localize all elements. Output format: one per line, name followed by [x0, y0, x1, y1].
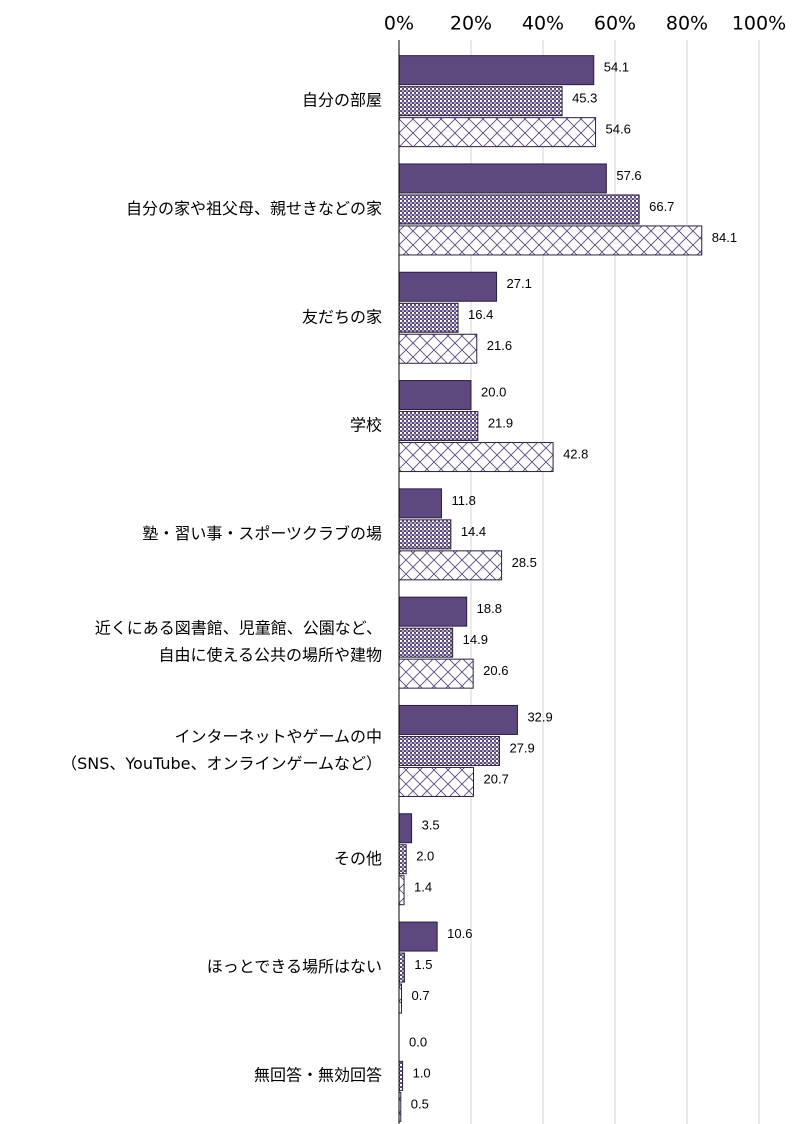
value-label: 66.7 [649, 199, 674, 214]
bar [398, 302, 459, 333]
value-label: 20.0 [481, 384, 506, 399]
value-label: 45.3 [572, 91, 597, 106]
category-label: 自由に使える公共の場所や建物 [158, 646, 382, 665]
bar [398, 596, 468, 627]
bar [398, 921, 438, 952]
category-label: 自分の家や祖父母、親せきなどの家 [126, 199, 382, 218]
bar [398, 117, 597, 148]
category-label: 自分の部屋 [302, 91, 382, 110]
bar [398, 735, 500, 766]
value-label: 14.9 [463, 632, 488, 647]
value-label: 21.6 [487, 338, 512, 353]
value-label: 54.1 [604, 60, 629, 75]
bar [398, 488, 442, 519]
category-label: 塾・習い事・スポーツクラブの場 [142, 524, 382, 543]
category-label: 無回答・無効回答 [254, 1065, 382, 1084]
category-label: 友だちの家 [302, 307, 382, 326]
x-tick-label: 100% [732, 13, 786, 35]
value-label: 42.8 [563, 446, 588, 461]
value-label: 20.7 [484, 771, 509, 786]
value-label: 57.6 [616, 168, 641, 183]
bar [398, 550, 503, 581]
value-label: 27.1 [507, 276, 532, 291]
value-label: 2.0 [416, 849, 434, 864]
category-label: インターネットやゲームの中 [174, 727, 382, 746]
value-label: 10.6 [447, 926, 472, 941]
value-label: 0.7 [412, 988, 430, 1003]
bar [398, 813, 413, 844]
bar [398, 704, 518, 735]
value-label: 21.9 [488, 415, 513, 430]
bar [398, 875, 405, 906]
bar [398, 333, 478, 364]
category-label: 学校 [350, 416, 382, 435]
x-tick-label: 0% [384, 13, 414, 35]
value-label: 1.5 [414, 957, 432, 972]
bar [398, 411, 479, 442]
value-label: 14.4 [461, 524, 486, 539]
x-tick-label: 80% [666, 13, 708, 35]
bar [398, 627, 454, 658]
bar [398, 194, 640, 225]
bar [398, 225, 703, 256]
value-label: 0.5 [411, 1096, 429, 1111]
bar [398, 442, 554, 473]
bar [398, 952, 405, 983]
bar [398, 844, 407, 875]
value-label: 11.8 [451, 493, 475, 508]
value-label: 27.9 [509, 740, 534, 755]
value-label: 54.6 [606, 122, 631, 137]
value-label: 20.6 [483, 663, 508, 678]
category-label: 近くにある図書館、児童館、公園など、 [95, 619, 382, 638]
bar [398, 766, 475, 797]
value-label: 18.8 [477, 601, 502, 616]
value-label: 3.5 [422, 818, 440, 833]
value-label: 1.4 [414, 880, 432, 895]
bar [398, 519, 452, 550]
category-label: ほっとできる場所はない [207, 957, 382, 976]
x-tick-label: 20% [450, 13, 492, 35]
value-label: 28.5 [512, 555, 537, 570]
value-label: 1.0 [413, 1065, 431, 1080]
bar [398, 163, 607, 194]
bar [398, 658, 474, 689]
category-label: その他 [334, 849, 382, 868]
category-label: （SNS、YouTube、オンラインゲームなど） [61, 754, 382, 773]
value-label: 32.9 [527, 709, 552, 724]
bar [398, 380, 472, 411]
bar [398, 1060, 404, 1091]
bar [398, 55, 595, 86]
value-label: 0.0 [409, 1034, 427, 1049]
bar [398, 271, 498, 302]
x-tick-label: 40% [522, 13, 564, 35]
value-label: 84.1 [712, 230, 737, 245]
value-label: 16.4 [468, 307, 493, 322]
x-tick-label: 60% [594, 13, 636, 35]
bar [398, 86, 563, 117]
